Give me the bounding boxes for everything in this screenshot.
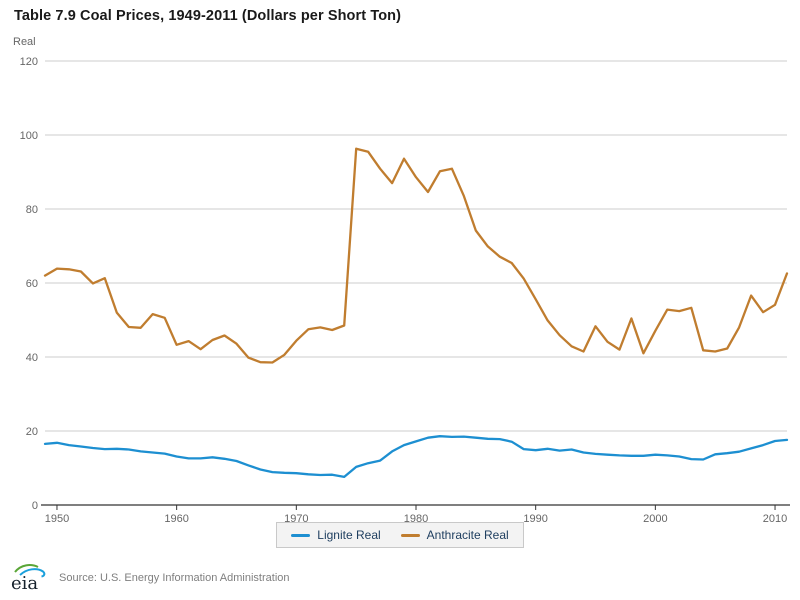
lignite-line-swatch <box>291 533 311 537</box>
y-tick-label: 20 <box>26 426 38 438</box>
legend-item-lignite: Lignite Real <box>291 528 381 542</box>
x-tick-label: 1950 <box>45 513 69 522</box>
chart-title: Table 7.9 Coal Prices, 1949-2011 (Dollar… <box>14 8 402 24</box>
legend-item-anthracite: Anthracite Real <box>400 528 509 542</box>
footer: eia Source: U.S. Energy Information Admi… <box>8 560 290 596</box>
eia-logo-text: eia <box>11 573 38 594</box>
series-line-lignite-real <box>43 435 789 479</box>
price-line-chart: 0 20 40 60 80 100 120 1950 1960 1970 1980 1990 2000 2… <box>20 56 790 522</box>
source-text: Source: U.S. Energy Information Administ… <box>59 572 290 584</box>
y-axis-unit-label: Real <box>13 36 36 48</box>
anthracite-line-swatch <box>400 533 420 537</box>
legend-box: Lignite Real Anthracite Real <box>276 522 524 548</box>
x-tick-label: 1980 <box>404 513 428 522</box>
legend-label-anthracite: Anthracite Real <box>426 528 509 542</box>
x-tick-label: 1970 <box>284 513 308 522</box>
x-tick-label: 2000 <box>643 513 667 522</box>
x-tick-label: 1960 <box>164 513 188 522</box>
eia-logo-green-arc <box>14 564 39 573</box>
series-line-anthracite-real <box>43 147 789 364</box>
y-tick-label: 80 <box>26 204 38 216</box>
y-tick-label: 100 <box>20 130 38 142</box>
y-tick-label: 120 <box>20 56 38 68</box>
legend-label-lignite: Lignite Real <box>317 528 381 542</box>
x-tick-label: 2010 <box>763 513 787 522</box>
y-tick-label: 60 <box>26 278 38 290</box>
y-tick-label: 0 <box>32 500 38 512</box>
eia-logo: eia <box>11 564 46 594</box>
chart-legend: Lignite Real Anthracite Real <box>0 522 800 548</box>
eia-logo-blue-arc <box>19 568 46 578</box>
x-tick-label: 1990 <box>523 513 547 522</box>
y-tick-label: 40 <box>26 352 38 364</box>
